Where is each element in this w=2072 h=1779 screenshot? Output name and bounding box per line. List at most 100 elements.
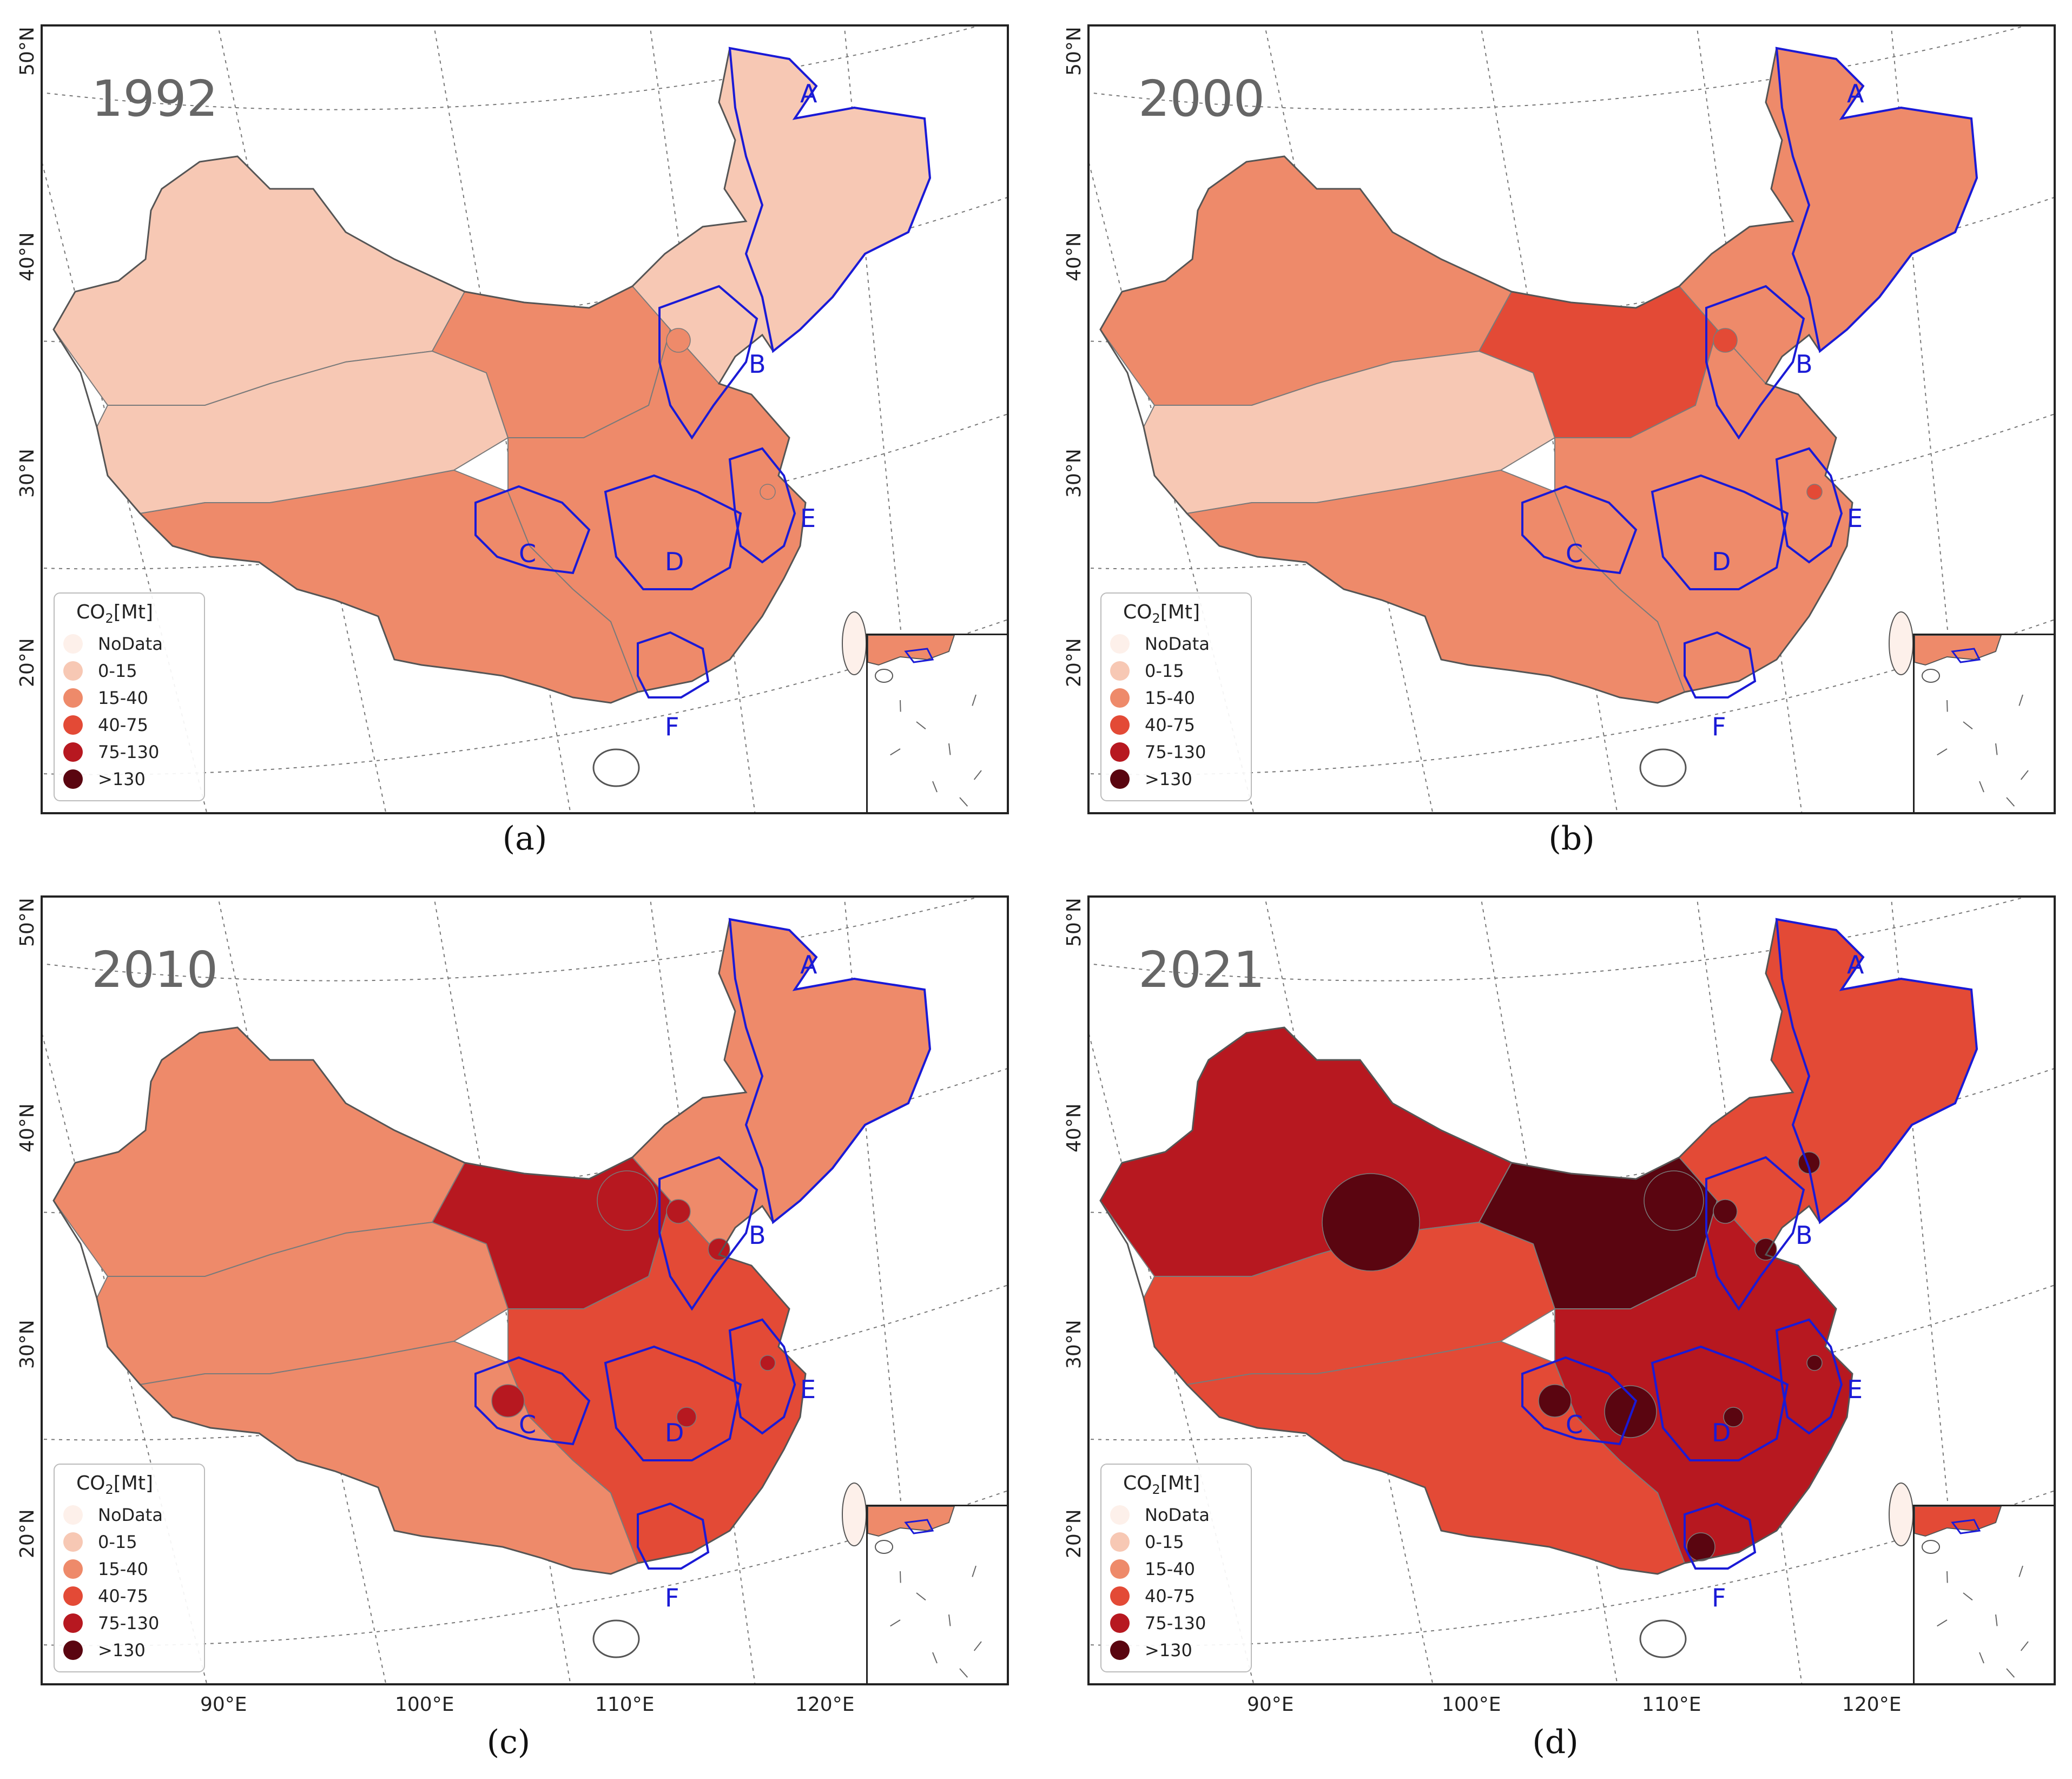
legend-label: 40-75	[1145, 1586, 1195, 1606]
legend-swatch	[1110, 1640, 1130, 1660]
south-china-sea-inset	[866, 1505, 1007, 1683]
study-region-label: D	[665, 547, 684, 576]
emission-hotspot	[1806, 1355, 1823, 1371]
legend-label: NoData	[98, 1505, 163, 1525]
lon-label: 100°E	[395, 1694, 454, 1716]
study-region-boundary	[604, 474, 742, 590]
legend-entry: 0-15	[63, 1528, 195, 1556]
study-region-label: F	[665, 712, 679, 741]
legend-swatch	[63, 1559, 83, 1579]
emission-hotspot	[1604, 1385, 1657, 1438]
legend-label: 40-75	[98, 715, 148, 735]
study-region-label: E	[1847, 1375, 1863, 1404]
legend-label: 75-130	[98, 1613, 160, 1633]
lon-label: 120°E	[1842, 1694, 1902, 1716]
study-region-boundary	[474, 485, 591, 575]
emission-hotspot	[1538, 1384, 1572, 1418]
lat-label: 30°N	[16, 449, 38, 498]
legend-label: 75-130	[98, 742, 160, 762]
year-label: 1992	[91, 70, 219, 128]
study-region-label: D	[665, 1418, 684, 1447]
legend-entry: >130	[63, 1637, 195, 1664]
map-frame: A B C D E F 2000 CO2[Mt] NoData 0-15 15-40 40-75 75-…	[1087, 24, 2056, 814]
hainan-island	[1639, 748, 1687, 787]
study-region-label: E	[1847, 504, 1863, 533]
study-region-boundary	[604, 1345, 742, 1461]
study-region-label: F	[1712, 1583, 1726, 1612]
legend-swatch	[63, 688, 83, 708]
study-region-boundary	[1775, 447, 1843, 564]
legend-label: NoData	[1145, 634, 1210, 654]
china-map: A B C D E F	[1090, 27, 2054, 812]
legend-entry: 75-130	[1110, 739, 1242, 766]
legend: CO2[Mt] NoData 0-15 15-40 40-75 75-130 >130	[54, 1463, 205, 1672]
legend-swatch	[1110, 1505, 1130, 1525]
emission-hotspot	[676, 1407, 697, 1427]
lat-label: 20°N	[16, 638, 38, 687]
year-label: 2000	[1138, 70, 1265, 128]
lat-label: 50°N	[16, 27, 38, 76]
legend-swatch	[63, 769, 83, 789]
legend-entry: 15-40	[1110, 684, 1242, 711]
china-map: A B C D E F	[1090, 898, 2054, 1683]
legend-label: 15-40	[1145, 688, 1195, 708]
lat-label: 40°N	[1063, 232, 1085, 281]
legend-entry: 75-130	[1110, 1610, 1242, 1637]
legend-label: >130	[98, 1640, 146, 1661]
lat-label: 30°N	[1063, 449, 1085, 498]
study-region-boundary	[1651, 474, 1789, 590]
study-region-boundary	[728, 918, 932, 1224]
study-region-label: A	[800, 950, 817, 979]
lon-label: 120°E	[795, 1694, 855, 1716]
legend-swatch	[63, 1613, 83, 1633]
study-region-label: A	[1847, 79, 1864, 108]
emission-hotspot	[491, 1384, 525, 1418]
inset-map	[868, 1506, 982, 1678]
emission-hotspot	[666, 328, 691, 353]
study-region-boundary	[728, 47, 932, 353]
emission-hotspot	[760, 484, 776, 500]
taiwan-island	[1889, 611, 1913, 675]
lon-label: 90°E	[1247, 1694, 1294, 1716]
lat-label: 20°N	[1063, 1509, 1085, 1558]
panel-caption: (d)	[1532, 1723, 1579, 1761]
legend-label: >130	[1145, 1640, 1192, 1661]
panel-caption: (c)	[486, 1723, 531, 1761]
legend-entry: 0-15	[63, 657, 195, 684]
lon-label: 100°E	[1442, 1694, 1501, 1716]
study-region-boundary	[637, 1502, 710, 1570]
legend-swatch	[63, 634, 83, 654]
legend-swatch	[1110, 715, 1130, 735]
south-china-sea-inset	[1913, 634, 2054, 812]
legend-entry: 40-75	[63, 711, 195, 739]
emission-hotspot	[1806, 484, 1823, 500]
study-region-label: F	[665, 1583, 679, 1612]
legend: CO2[Mt] NoData 0-15 15-40 40-75 75-130 >130	[1100, 592, 1252, 801]
study-region-boundary	[1684, 1502, 1757, 1570]
emission-hotspot	[1322, 1173, 1420, 1271]
study-region-label: B	[1796, 1221, 1813, 1250]
study-region-boundary	[728, 1318, 796, 1435]
study-region-label: D	[1712, 547, 1731, 576]
legend-label: >130	[98, 769, 146, 789]
legend-swatch	[1110, 1532, 1130, 1552]
study-region-boundary	[1705, 1156, 1805, 1311]
emission-hotspot	[760, 1355, 776, 1371]
legend-entry: 75-130	[63, 739, 195, 766]
legend-entry: 15-40	[1110, 1556, 1242, 1583]
lat-label: 20°N	[16, 1509, 38, 1558]
emission-hotspot	[1754, 1238, 1777, 1261]
legend-label: 15-40	[98, 1559, 148, 1579]
lat-label: 50°N	[1063, 898, 1085, 947]
legend: CO2[Mt] NoData 0-15 15-40 40-75 75-130 >130	[1100, 1463, 1252, 1672]
lon-label: 110°E	[1642, 1694, 1701, 1716]
lon-label: 110°E	[595, 1694, 655, 1716]
legend-swatch	[63, 661, 83, 681]
emission-hotspot	[666, 1199, 691, 1224]
legend-entry: 15-40	[63, 1556, 195, 1583]
lat-label: 30°N	[16, 1320, 38, 1369]
lat-label: 50°N	[16, 898, 38, 947]
legend-entry: 0-15	[1110, 657, 1242, 684]
study-region-boundary	[1521, 1356, 1638, 1446]
legend-label: 40-75	[1145, 715, 1195, 735]
